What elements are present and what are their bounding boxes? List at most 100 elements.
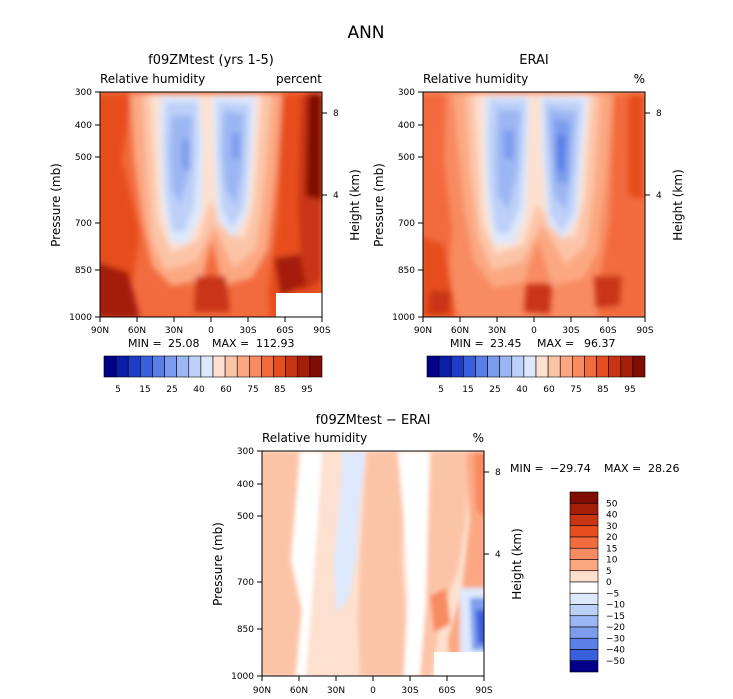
colorbar-label: 40 bbox=[606, 511, 618, 521]
contour-region bbox=[170, 116, 192, 204]
panel-erai: ERAI Relative humidity % bbox=[372, 53, 685, 395]
max-label: MAX = bbox=[212, 337, 249, 350]
colorbar-swatch bbox=[499, 355, 513, 378]
missing-data-region bbox=[276, 293, 322, 317]
height-axis-label: Height (km) bbox=[671, 169, 685, 240]
colorbar-swatch bbox=[569, 536, 599, 549]
colorbar-swatch bbox=[569, 649, 599, 662]
y-tick-label: 850 bbox=[75, 266, 92, 276]
height-tick-label: 8 bbox=[495, 468, 501, 478]
colorbar-label: 5 bbox=[438, 385, 444, 395]
contour-region bbox=[476, 610, 484, 644]
min-value: 25.08 bbox=[168, 337, 200, 350]
y-tick-label: 500 bbox=[237, 512, 254, 522]
contour-region bbox=[398, 452, 430, 676]
colorbar-swatch bbox=[212, 355, 226, 378]
contour-region bbox=[504, 130, 514, 160]
x-axis: 90N 60N 30N 0 30S 60S 90S bbox=[414, 317, 654, 336]
colorbar-swatch bbox=[569, 525, 599, 538]
height-tick-label: 4 bbox=[656, 191, 662, 201]
colorbar-swatch bbox=[569, 615, 599, 628]
colorbar-label: 20 bbox=[606, 533, 618, 543]
y-tick-label: 400 bbox=[398, 121, 415, 131]
contour-region bbox=[274, 254, 306, 296]
y-axis-label: Pressure (mb) bbox=[49, 163, 63, 247]
units-label: percent bbox=[276, 72, 322, 86]
x-tick-label: 90S bbox=[313, 326, 330, 336]
colorbar-label: 25 bbox=[166, 385, 177, 395]
contour-field bbox=[100, 92, 322, 317]
height-axis-label: Height (km) bbox=[510, 528, 524, 599]
contour-region bbox=[428, 290, 452, 314]
y-axis-right: 8 4 Height (km) bbox=[484, 468, 524, 600]
colorbar-swatch bbox=[297, 355, 311, 378]
colorbar-swatch bbox=[115, 355, 129, 378]
x-tick-label: 90S bbox=[475, 686, 492, 696]
contour-region bbox=[594, 276, 622, 308]
colorbar-swatch bbox=[224, 355, 238, 378]
y-axis: 300 400 500 700 850 1000 Pressure (mb) bbox=[49, 88, 100, 323]
colorbar-swatch bbox=[188, 355, 202, 378]
colorbar-swatch bbox=[569, 491, 599, 504]
min-max-readout: MIN = 25.08 MAX = 112.93 bbox=[128, 337, 295, 350]
colorbar-swatch bbox=[523, 355, 537, 378]
contour-field bbox=[262, 451, 484, 676]
y-axis-label: Pressure (mb) bbox=[211, 522, 225, 606]
colorbar-label: 5 bbox=[115, 385, 121, 395]
x-tick-label: 60S bbox=[276, 326, 293, 336]
x-tick-label: 30N bbox=[327, 686, 345, 696]
colorbar-label: 95 bbox=[624, 385, 635, 395]
colorbar-swatch bbox=[569, 660, 599, 673]
min-value: −29.74 bbox=[550, 462, 591, 475]
height-tick-label: 4 bbox=[333, 191, 339, 201]
max-value: 28.26 bbox=[648, 462, 680, 475]
min-max-readout: MIN = −29.74 MAX = 28.26 bbox=[510, 462, 680, 475]
colorbar-label: 60 bbox=[220, 385, 232, 395]
colorbar: 5 15 25 40 60 75 85 95 bbox=[426, 355, 646, 395]
colorbar-swatches bbox=[426, 355, 646, 378]
min-label: MIN = bbox=[128, 337, 162, 350]
contour-region bbox=[262, 452, 302, 676]
variable-label: Relative humidity bbox=[100, 72, 205, 86]
contour-region bbox=[474, 452, 484, 517]
colorbar-swatch bbox=[569, 604, 599, 617]
x-tick-label: 60N bbox=[290, 686, 308, 696]
contour-region bbox=[358, 452, 406, 676]
colorbar-label: 95 bbox=[301, 385, 312, 395]
x-tick-label: 90N bbox=[414, 326, 432, 336]
contour-region bbox=[628, 94, 645, 200]
variable-label: Relative humidity bbox=[423, 72, 528, 86]
missing-data-region bbox=[434, 652, 484, 676]
height-axis-label: Height (km) bbox=[348, 169, 362, 240]
colorbar-label: 25 bbox=[489, 385, 500, 395]
max-label: MAX = bbox=[604, 462, 641, 475]
min-label: MIN = bbox=[510, 462, 544, 475]
colorbar-swatch bbox=[511, 355, 525, 378]
colorbar-label: 15 bbox=[606, 544, 617, 554]
y-tick-label: 500 bbox=[75, 153, 92, 163]
colorbar-swatch bbox=[273, 355, 286, 378]
colorbar-swatch bbox=[164, 355, 177, 378]
x-tick-label: 60S bbox=[599, 326, 616, 336]
colorbar-label: 15 bbox=[139, 385, 150, 395]
colorbar-swatch bbox=[608, 355, 622, 378]
x-axis: 90N 60N 30N 0 30S 60S 90S bbox=[253, 676, 493, 696]
colorbar-label: 85 bbox=[274, 385, 285, 395]
x-tick-label: 30S bbox=[401, 686, 418, 696]
colorbar-label: 5 bbox=[606, 567, 612, 577]
colorbar-swatches bbox=[569, 491, 599, 673]
y-tick-label: 500 bbox=[398, 153, 415, 163]
max-label: MAX = bbox=[537, 337, 574, 350]
colorbar-swatch bbox=[596, 355, 609, 378]
y-axis: 300 400 500 700 850 1000 Pressure (mb) bbox=[372, 88, 423, 323]
max-value: 112.93 bbox=[256, 337, 295, 350]
x-tick-label: 60N bbox=[128, 326, 146, 336]
units-label: % bbox=[634, 72, 645, 86]
height-tick-label: 8 bbox=[333, 109, 339, 119]
colorbar-label: −30 bbox=[606, 634, 625, 644]
x-tick-label: 90N bbox=[253, 686, 271, 696]
variable-label: Relative humidity bbox=[262, 431, 367, 445]
colorbar-label: 15 bbox=[462, 385, 473, 395]
